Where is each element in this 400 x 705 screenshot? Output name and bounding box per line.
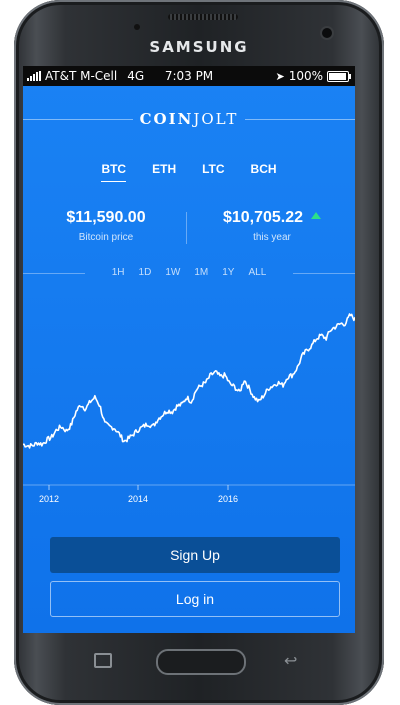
tab-eth[interactable]: ETH	[152, 162, 176, 182]
range-1m[interactable]: 1M	[194, 267, 208, 278]
log-in-button[interactable]: Log in	[50, 581, 340, 617]
price-chart: 2012 2014 2016	[23, 291, 355, 511]
range-all[interactable]: ALL	[248, 267, 266, 278]
logo-bold: COIN	[140, 110, 194, 128]
x-tick-2014: 2014	[128, 494, 148, 504]
recent-apps-icon[interactable]	[94, 653, 112, 668]
location-arrow-icon: ➤	[275, 70, 284, 83]
device-nav-bar: ↩	[14, 633, 384, 705]
tab-bch[interactable]: BCH	[251, 162, 277, 182]
status-bar: AT&T M-Cell 4G 7:03 PM ➤ 100%	[23, 66, 355, 86]
x-tick-2016: 2016	[218, 494, 238, 504]
battery-icon	[327, 71, 349, 82]
current-price-label: Bitcoin price	[23, 232, 189, 243]
price-change-value: $10,705.22	[223, 209, 303, 226]
home-button[interactable]	[156, 649, 246, 675]
range-1d[interactable]: 1D	[139, 267, 152, 278]
price-line	[23, 314, 355, 448]
price-change-label: this year	[189, 232, 355, 243]
earpiece-speaker	[168, 14, 238, 20]
tab-btc[interactable]: BTC	[101, 162, 126, 182]
range-1y[interactable]: 1Y	[222, 267, 234, 278]
app-logo: COINJOLT	[23, 110, 355, 128]
time-range-selector: 1H 1D 1W 1M 1Y ALL	[23, 267, 355, 279]
price-divider	[186, 212, 187, 244]
battery-percent: 100%	[289, 69, 323, 83]
range-1h[interactable]: 1H	[112, 267, 125, 278]
coin-tabs: BTC ETH LTC BCH	[23, 162, 355, 182]
front-camera	[322, 28, 332, 38]
tab-ltc[interactable]: LTC	[202, 162, 224, 182]
proximity-sensor	[134, 24, 140, 30]
current-price: $11,590.00 Bitcoin price	[23, 209, 189, 243]
current-price-value: $11,590.00	[23, 209, 189, 227]
up-arrow-icon	[311, 212, 321, 219]
device-brand: SAMSUNG	[14, 38, 384, 56]
sign-up-button[interactable]: Sign Up	[50, 537, 340, 573]
range-1w[interactable]: 1W	[165, 267, 180, 278]
x-tick-2012: 2012	[39, 494, 59, 504]
price-change: $10,705.22 this year	[189, 209, 355, 243]
back-icon[interactable]: ↩	[284, 651, 297, 670]
app-header: COINJOLT	[23, 110, 355, 130]
logo-light: JOLT	[193, 110, 238, 128]
app-screen: AT&T M-Cell 4G 7:03 PM ➤ 100% COINJOLT B…	[23, 66, 355, 633]
